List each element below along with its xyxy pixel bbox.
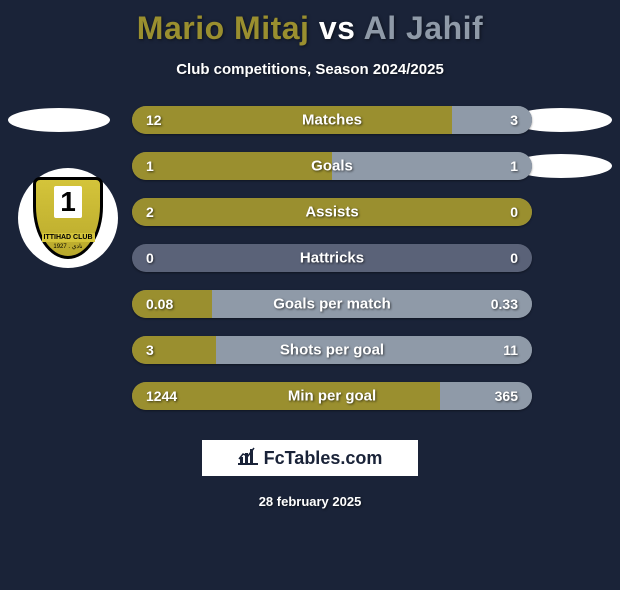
club-badge-year: نادي . 1927 xyxy=(53,243,82,250)
page-title: Mario Mitaj vs Al Jahif xyxy=(0,10,620,47)
stat-value-right: 0.33 xyxy=(491,296,518,312)
stat-bar: Goals 1 1 xyxy=(132,152,532,180)
stat-bar: Min per goal 1244 365 xyxy=(132,382,532,410)
subtitle: Club competitions, Season 2024/2025 xyxy=(0,61,620,78)
stat-fill-right xyxy=(332,152,532,180)
stat-label: Assists xyxy=(305,204,358,221)
stat-value-right: 3 xyxy=(510,112,518,128)
stat-value-right: 1 xyxy=(510,158,518,174)
club-badge-name: ITTIHAD CLUB xyxy=(42,233,95,242)
stat-value-left: 2 xyxy=(146,204,154,220)
stat-label: Matches xyxy=(302,112,362,129)
stat-label: Min per goal xyxy=(288,388,376,405)
player1-name: Mario Mitaj xyxy=(137,10,310,46)
stat-value-left: 0 xyxy=(146,250,154,266)
date-line: 28 february 2025 xyxy=(0,494,620,509)
stat-label: Goals per match xyxy=(273,296,391,313)
stat-fill-left xyxy=(132,152,332,180)
club-badge-shield: 1 ITTIHAD CLUB نادي . 1927 xyxy=(33,177,103,259)
stat-value-left: 1 xyxy=(146,158,154,174)
stat-bar: Assists 2 0 xyxy=(132,198,532,226)
brand-text: FcTables.com xyxy=(264,448,383,469)
stat-fill-right xyxy=(440,382,532,410)
vs-text: vs xyxy=(319,10,356,46)
club-badge: 1 ITTIHAD CLUB نادي . 1927 xyxy=(18,168,118,268)
stat-bar: Matches 12 3 xyxy=(132,106,532,134)
stat-value-right: 365 xyxy=(495,388,518,404)
stat-value-left: 0.08 xyxy=(146,296,173,312)
club-badge-number: 1 xyxy=(54,186,82,218)
stat-value-left: 1244 xyxy=(146,388,177,404)
stat-label: Goals xyxy=(311,158,353,175)
stat-value-left: 12 xyxy=(146,112,162,128)
stat-value-right: 0 xyxy=(510,204,518,220)
left-player-oval xyxy=(8,108,110,132)
stat-bar: Hattricks 0 0 xyxy=(132,244,532,272)
stat-value-right: 0 xyxy=(510,250,518,266)
stat-bar: Goals per match 0.08 0.33 xyxy=(132,290,532,318)
chart-icon xyxy=(238,447,258,470)
brand-box[interactable]: FcTables.com xyxy=(202,440,418,476)
stats-bars: Matches123Goals11Assists20Hattricks00Goa… xyxy=(132,106,532,410)
stat-label: Hattricks xyxy=(300,250,364,267)
stat-label: Shots per goal xyxy=(280,342,384,359)
stat-bar: Shots per goal 3 11 xyxy=(132,336,532,364)
stat-fill-left xyxy=(132,382,440,410)
stat-value-right: 11 xyxy=(503,342,518,358)
stat-fill-left xyxy=(132,106,452,134)
stat-fill-right xyxy=(452,106,532,134)
player2-name: Al Jahif xyxy=(364,10,484,46)
content-area: 1 ITTIHAD CLUB نادي . 1927 Matches123Goa… xyxy=(0,106,620,410)
stat-value-left: 3 xyxy=(146,342,154,358)
stat-fill-left xyxy=(132,336,216,364)
